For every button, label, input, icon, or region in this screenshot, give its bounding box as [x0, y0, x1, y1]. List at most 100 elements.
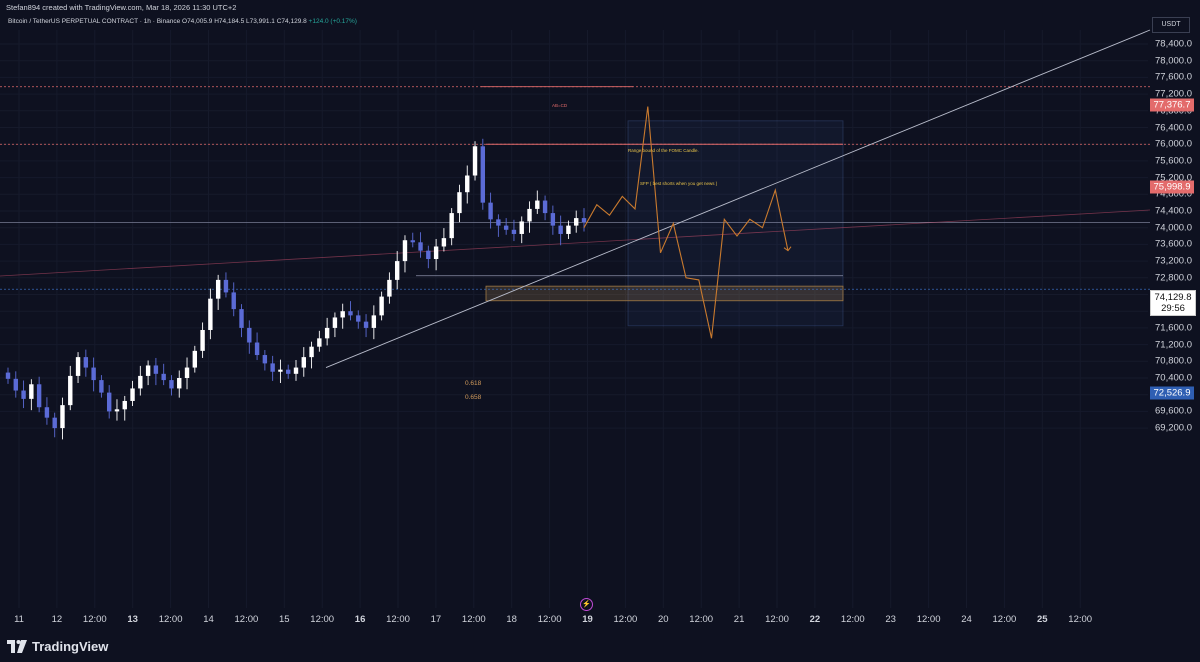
candle — [5, 367, 11, 384]
time-tick-label: 12:00 — [234, 614, 259, 625]
time-tick-label: 13 — [127, 614, 138, 625]
candle-body — [278, 369, 283, 372]
price-tick-label: 75,200.0 — [1155, 172, 1192, 184]
candle-body — [332, 317, 338, 328]
candle-body — [200, 329, 205, 351]
candle — [114, 399, 120, 421]
price-tick-label: 71,200.0 — [1155, 339, 1192, 351]
projection-path — [583, 106, 789, 339]
candle — [68, 365, 73, 411]
badge-red-mid: 75,998.9 — [1150, 180, 1194, 194]
price-tick-label: 69,600.0 — [1155, 405, 1192, 417]
price-tick-label: 78,000.0 — [1155, 55, 1192, 67]
candle-body — [91, 367, 96, 381]
candle — [278, 359, 283, 384]
candle — [106, 385, 112, 419]
candle — [247, 320, 252, 354]
candle — [21, 380, 26, 409]
candle-body — [208, 298, 213, 330]
candle — [550, 205, 556, 235]
candle — [535, 190, 540, 214]
candle-body — [426, 250, 431, 260]
candle — [254, 332, 260, 361]
time-tick-label: 19 — [582, 614, 593, 625]
candle-body — [122, 400, 127, 410]
time-tick-label: 12:00 — [537, 614, 562, 625]
candle-body — [247, 327, 252, 343]
brand-name: TradingView — [32, 639, 109, 654]
candle — [208, 288, 213, 340]
ohlc-open: O74,005.9 — [182, 18, 213, 25]
candle — [348, 301, 353, 321]
candle — [387, 272, 392, 304]
sloped-resistance-line — [0, 209, 1151, 277]
candle-body — [293, 367, 299, 374]
candle-body — [29, 384, 34, 399]
price-tick-label: 70,400.0 — [1155, 372, 1192, 384]
price-tick-label: 73,200.0 — [1155, 255, 1192, 267]
symbol-name[interactable]: Bitcoin / TetherUS PERPETUAL CONTRACT · … — [8, 18, 181, 25]
price-tick-label: 69,200.0 — [1155, 422, 1192, 434]
candle-body — [371, 315, 377, 328]
time-tick-label: 12:00 — [310, 614, 335, 625]
candle-body — [324, 327, 330, 339]
candle — [44, 397, 50, 425]
lightning-icon[interactable]: ⚡ — [580, 598, 593, 611]
candle — [363, 314, 369, 338]
candle — [52, 412, 57, 438]
candle-body — [130, 388, 135, 401]
candle — [503, 218, 509, 235]
candle — [75, 352, 81, 384]
badge-blue: 72,526.9 — [1150, 386, 1194, 400]
candle — [340, 303, 345, 329]
candle — [574, 210, 579, 233]
candle — [433, 238, 439, 271]
candle-body — [394, 261, 400, 280]
candle-body — [254, 342, 260, 356]
candle — [138, 365, 143, 396]
candle-body — [519, 221, 524, 234]
candle — [379, 291, 384, 321]
candle — [410, 232, 415, 248]
candle — [293, 360, 299, 381]
price-chart[interactable] — [0, 0, 1200, 640]
tradingview-logo[interactable]: TradingView — [7, 639, 108, 654]
time-tick-label: 12:00 — [1068, 614, 1093, 625]
candle-body — [83, 357, 89, 368]
symbol-legend: Bitcoin / TetherUS PERPETUAL CONTRACT · … — [8, 18, 357, 25]
candle-body — [231, 292, 236, 310]
candle-body — [441, 238, 447, 247]
candle-body — [527, 208, 532, 222]
candle-body — [535, 200, 540, 209]
candle-body — [402, 240, 408, 262]
currency-badge[interactable]: USDT — [1152, 17, 1190, 33]
candle-body — [161, 373, 166, 381]
candle-body — [542, 200, 548, 214]
time-tick-label: 12 — [51, 614, 63, 625]
candle — [480, 138, 486, 210]
time-tick-label: 17 — [430, 614, 442, 625]
candle — [496, 214, 501, 237]
candle — [83, 349, 89, 377]
candle-body — [348, 311, 353, 316]
candlestick-series — [5, 138, 587, 440]
fomc-range-box — [627, 120, 844, 327]
candle-body — [379, 296, 384, 316]
candle — [488, 192, 493, 229]
candle — [542, 195, 548, 221]
ohlc-high: H74,184.5 — [214, 18, 245, 25]
candle — [317, 330, 322, 352]
candle — [301, 347, 306, 377]
candle-body — [270, 363, 275, 372]
candle — [332, 312, 338, 338]
footer — [0, 638, 1200, 662]
bar-countdown: 29:56 — [1161, 303, 1185, 314]
price-tick-label: 77,600.0 — [1155, 71, 1192, 83]
time-tick-label: 11 — [14, 614, 24, 625]
candle-body — [13, 378, 18, 391]
time-tick-label: 12:00 — [765, 614, 789, 625]
candle-body — [581, 218, 587, 223]
candle — [223, 272, 229, 298]
candle-body — [449, 213, 454, 239]
time-tick-label: 12:00 — [82, 614, 107, 625]
